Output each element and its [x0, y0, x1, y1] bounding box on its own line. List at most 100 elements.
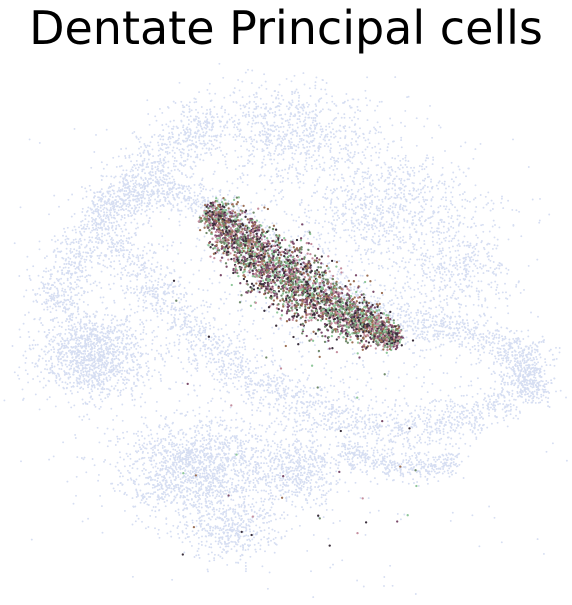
background-cell-point	[137, 299, 140, 302]
background-cell-point	[275, 417, 278, 420]
background-cell-point	[243, 443, 246, 445]
background-cell-point	[254, 548, 257, 551]
background-cell-point	[417, 188, 420, 191]
background-cell-point	[87, 303, 89, 306]
background-cell-point	[468, 279, 471, 282]
background-cell-point	[432, 399, 435, 402]
background-cell-point	[93, 222, 95, 225]
background-cell-point	[123, 369, 126, 372]
background-cell-point	[332, 475, 335, 478]
background-cell-point	[181, 489, 184, 492]
background-cell-point	[347, 448, 350, 451]
background-cell-point	[51, 329, 54, 331]
background-cell-point	[306, 150, 309, 153]
background-cell-point	[237, 521, 240, 524]
background-cell-point	[375, 395, 377, 398]
background-cell-point	[351, 451, 354, 454]
background-cell-point	[360, 187, 363, 190]
background-cell-point	[425, 333, 428, 336]
background-cell-point	[363, 269, 366, 272]
background-cell-point	[491, 334, 494, 337]
background-cell-point	[429, 313, 432, 316]
background-cell-point	[158, 184, 161, 187]
background-cell-point	[202, 112, 205, 115]
background-cell-point	[28, 138, 31, 141]
background-cell-point	[271, 475, 274, 478]
background-cell-point	[428, 439, 431, 442]
background-cell-point	[244, 384, 247, 387]
background-cell-point	[266, 144, 269, 147]
background-cell-point	[399, 471, 402, 474]
background-cell-point	[75, 252, 78, 255]
background-cell-point	[217, 425, 220, 427]
background-cell-point	[255, 105, 258, 108]
background-cell-point	[410, 461, 413, 464]
background-cell-point	[211, 354, 214, 356]
background-cell-point	[276, 452, 279, 455]
background-cell-point	[177, 357, 180, 359]
background-cell-point	[84, 214, 86, 217]
background-cell-point	[182, 309, 185, 312]
background-cell-point	[416, 459, 418, 462]
background-cell-point	[550, 382, 553, 385]
background-cell-point	[260, 84, 263, 87]
background-cell-point	[121, 323, 124, 326]
background-cell-point	[107, 324, 110, 327]
background-cell-point	[403, 267, 406, 270]
background-cell-point	[270, 199, 273, 202]
background-cell-point	[188, 199, 191, 202]
background-cell-point	[311, 428, 314, 430]
background-cell-point	[328, 412, 331, 415]
background-cell-point	[314, 408, 317, 411]
background-cell-point	[283, 415, 286, 418]
background-cell-point	[58, 325, 61, 328]
background-cell-point	[537, 361, 540, 364]
background-cell-point	[288, 443, 291, 446]
background-cell-point	[179, 242, 182, 244]
background-cell-point	[446, 324, 449, 327]
background-cell-point	[447, 211, 449, 214]
background-cell-point	[225, 535, 228, 538]
background-cell-point	[438, 304, 441, 307]
background-cell-point	[270, 162, 273, 165]
background-cell-point	[354, 224, 356, 227]
background-cell-point	[119, 472, 122, 475]
background-cell-point	[379, 148, 382, 151]
background-cell-point	[97, 473, 100, 476]
background-cell-point	[195, 126, 198, 129]
background-cell-point	[271, 464, 273, 467]
background-cell-point	[279, 181, 282, 184]
background-cell-point	[268, 413, 271, 416]
background-cell-point	[156, 498, 159, 501]
background-cell-point	[101, 301, 104, 304]
background-cell-point	[91, 289, 93, 292]
background-cell-point	[136, 278, 139, 281]
background-cell-point	[249, 360, 251, 362]
background-cell-point	[271, 326, 274, 329]
background-cell-point	[187, 440, 190, 443]
background-cell-point	[143, 183, 146, 186]
background-cell-point	[526, 401, 529, 404]
background-cell-point	[166, 287, 169, 290]
background-cell-point	[538, 380, 541, 383]
background-cell-point	[178, 307, 181, 310]
background-cell-point	[400, 146, 403, 149]
background-cell-point	[463, 244, 466, 247]
background-cell-point	[201, 535, 203, 538]
background-cell-point	[402, 171, 405, 174]
background-cell-point	[256, 279, 259, 282]
background-cell-point	[421, 267, 424, 270]
background-cell-point	[221, 420, 224, 423]
background-cell-point	[278, 376, 281, 379]
background-cell-point	[431, 382, 434, 385]
background-cell-point	[447, 215, 450, 218]
background-cell-point	[314, 451, 317, 454]
background-cell-point	[421, 258, 424, 261]
background-cell-point	[380, 251, 383, 254]
background-cell-point	[265, 373, 267, 376]
background-cell-point	[177, 432, 180, 435]
background-cell-point	[293, 92, 296, 95]
background-cell-point	[460, 460, 463, 463]
background-cell-point	[73, 305, 76, 308]
background-cell-point	[190, 341, 193, 343]
